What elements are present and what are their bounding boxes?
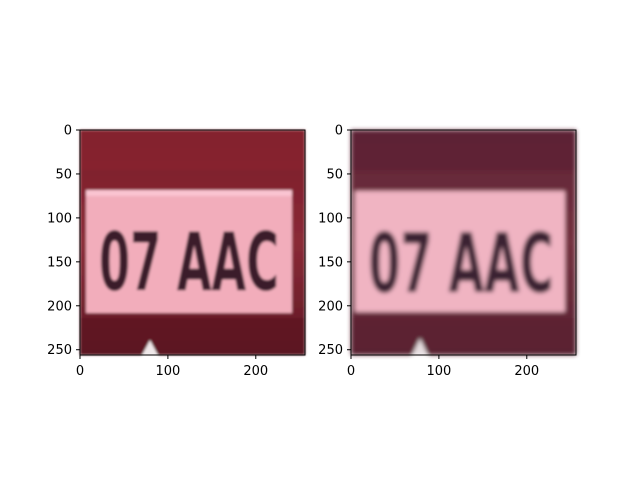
right-y-tick-label-0: 0	[335, 124, 343, 139]
right-plate-text: 07 AAC	[369, 217, 554, 312]
axis-ticks: 0 100 200 0 50 100 150 200 250 0 100 200 0 50 100 150 20…	[47, 124, 539, 380]
right-image-panel: 07 AAC	[350, 129, 577, 356]
right-plate-image: 07 AAC	[351, 130, 576, 355]
right-y-tick-label-200: 200	[318, 299, 343, 314]
right-axes-frame	[350, 129, 577, 356]
left-plate-text: 07 AAC	[99, 216, 279, 309]
right-y-tick-label-50: 50	[326, 167, 343, 182]
right-y-tick-label-150: 150	[318, 255, 343, 270]
right-y-tick-label-100: 100	[318, 211, 343, 226]
left-plate-image: 07 AAC	[80, 130, 305, 355]
left-y-tick-label-100: 100	[47, 211, 72, 226]
right-x-tick-label-100: 100	[426, 364, 451, 379]
right-x-tick-label-200: 200	[514, 364, 539, 379]
left-image-panel: 07 AAC	[79, 129, 306, 356]
left-x-tick-label-100: 100	[155, 364, 180, 379]
left-x-tick-label-200: 200	[243, 364, 268, 379]
right-y-tick-label-250: 250	[318, 343, 343, 358]
right-x-tick-label-0: 0	[347, 364, 355, 379]
left-y-tick-label-150: 150	[47, 255, 72, 270]
left-y-tick-label-0: 0	[64, 124, 72, 139]
left-y-tick-label-50: 50	[55, 167, 72, 182]
left-x-tick-label-0: 0	[76, 364, 84, 379]
left-y-tick-label-250: 250	[47, 343, 72, 358]
left-axes-frame	[79, 129, 306, 356]
left-y-tick-label-200: 200	[47, 299, 72, 314]
